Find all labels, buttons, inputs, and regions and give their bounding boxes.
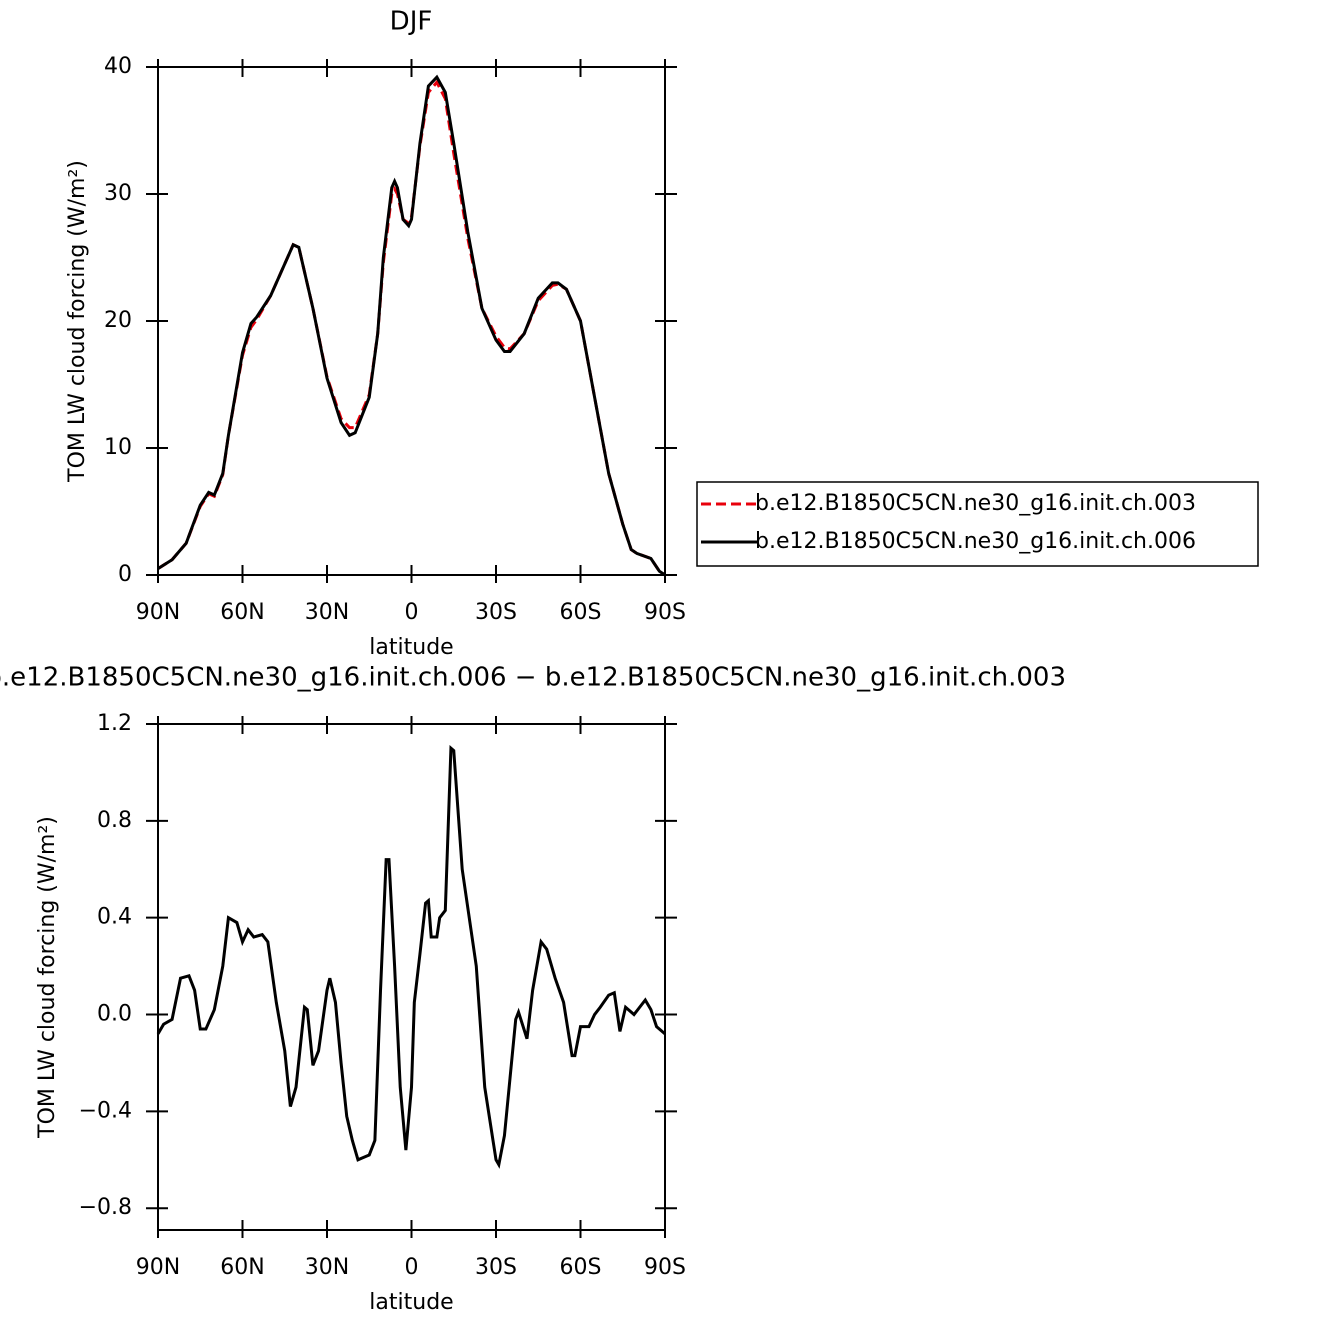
- y-axis-label: TOM LW cloud forcing (W/m²): [35, 816, 60, 1139]
- x-tick-label: 60N: [220, 1255, 264, 1280]
- x-tick-label: 30N: [305, 600, 349, 625]
- data-line: [157, 74, 666, 577]
- y-tick-label: 0.8: [97, 808, 132, 833]
- plot-frame: [157, 66, 666, 576]
- x-tick-label: 30S: [475, 600, 517, 625]
- x-tick-label: 90N: [136, 600, 180, 625]
- x-tick-label: 60S: [560, 600, 602, 625]
- y-tick-label: 0.4: [97, 905, 132, 930]
- y-tick-label: −0.4: [79, 1098, 132, 1123]
- chart-title: b.e12.B1850C5CN.ne30_g16.init.ch.006 − b…: [0, 663, 1066, 693]
- x-tick-label: 60N: [220, 600, 264, 625]
- x-axis-label: latitude: [369, 1290, 453, 1315]
- x-tick-label: 60S: [560, 1255, 602, 1280]
- y-tick-label: 10: [104, 435, 132, 460]
- y-tick-label: 1.2: [97, 711, 132, 736]
- data-line: [156, 745, 666, 1169]
- x-tick-label: 90N: [136, 1255, 180, 1280]
- y-tick-label: 20: [104, 308, 132, 333]
- legend-box: [696, 481, 1259, 567]
- x-tick-label: 30N: [305, 1255, 349, 1280]
- y-tick-label: 40: [104, 54, 132, 79]
- legend-label: b.e12.B1850C5CN.ne30_g16.init.ch.003: [755, 491, 1196, 516]
- chart-title: DJF: [390, 7, 433, 37]
- plot-frame: [157, 723, 666, 1231]
- y-tick-label: 0: [118, 562, 132, 587]
- x-tick-label: 90S: [644, 600, 686, 625]
- y-axis-label: TOM LW cloud forcing (W/m²): [65, 160, 90, 483]
- data-line: [157, 79, 666, 577]
- y-tick-label: 0.0: [97, 1002, 132, 1027]
- y-tick-label: 30: [104, 181, 132, 206]
- x-tick-label: 90S: [644, 1255, 686, 1280]
- y-tick-label: −0.8: [79, 1195, 132, 1220]
- x-tick-label: 0: [405, 600, 419, 625]
- x-tick-label: 30S: [475, 1255, 517, 1280]
- legend-label: b.e12.B1850C5CN.ne30_g16.init.ch.006: [755, 529, 1196, 554]
- x-axis-label: latitude: [369, 635, 453, 660]
- x-tick-label: 0: [405, 1255, 419, 1280]
